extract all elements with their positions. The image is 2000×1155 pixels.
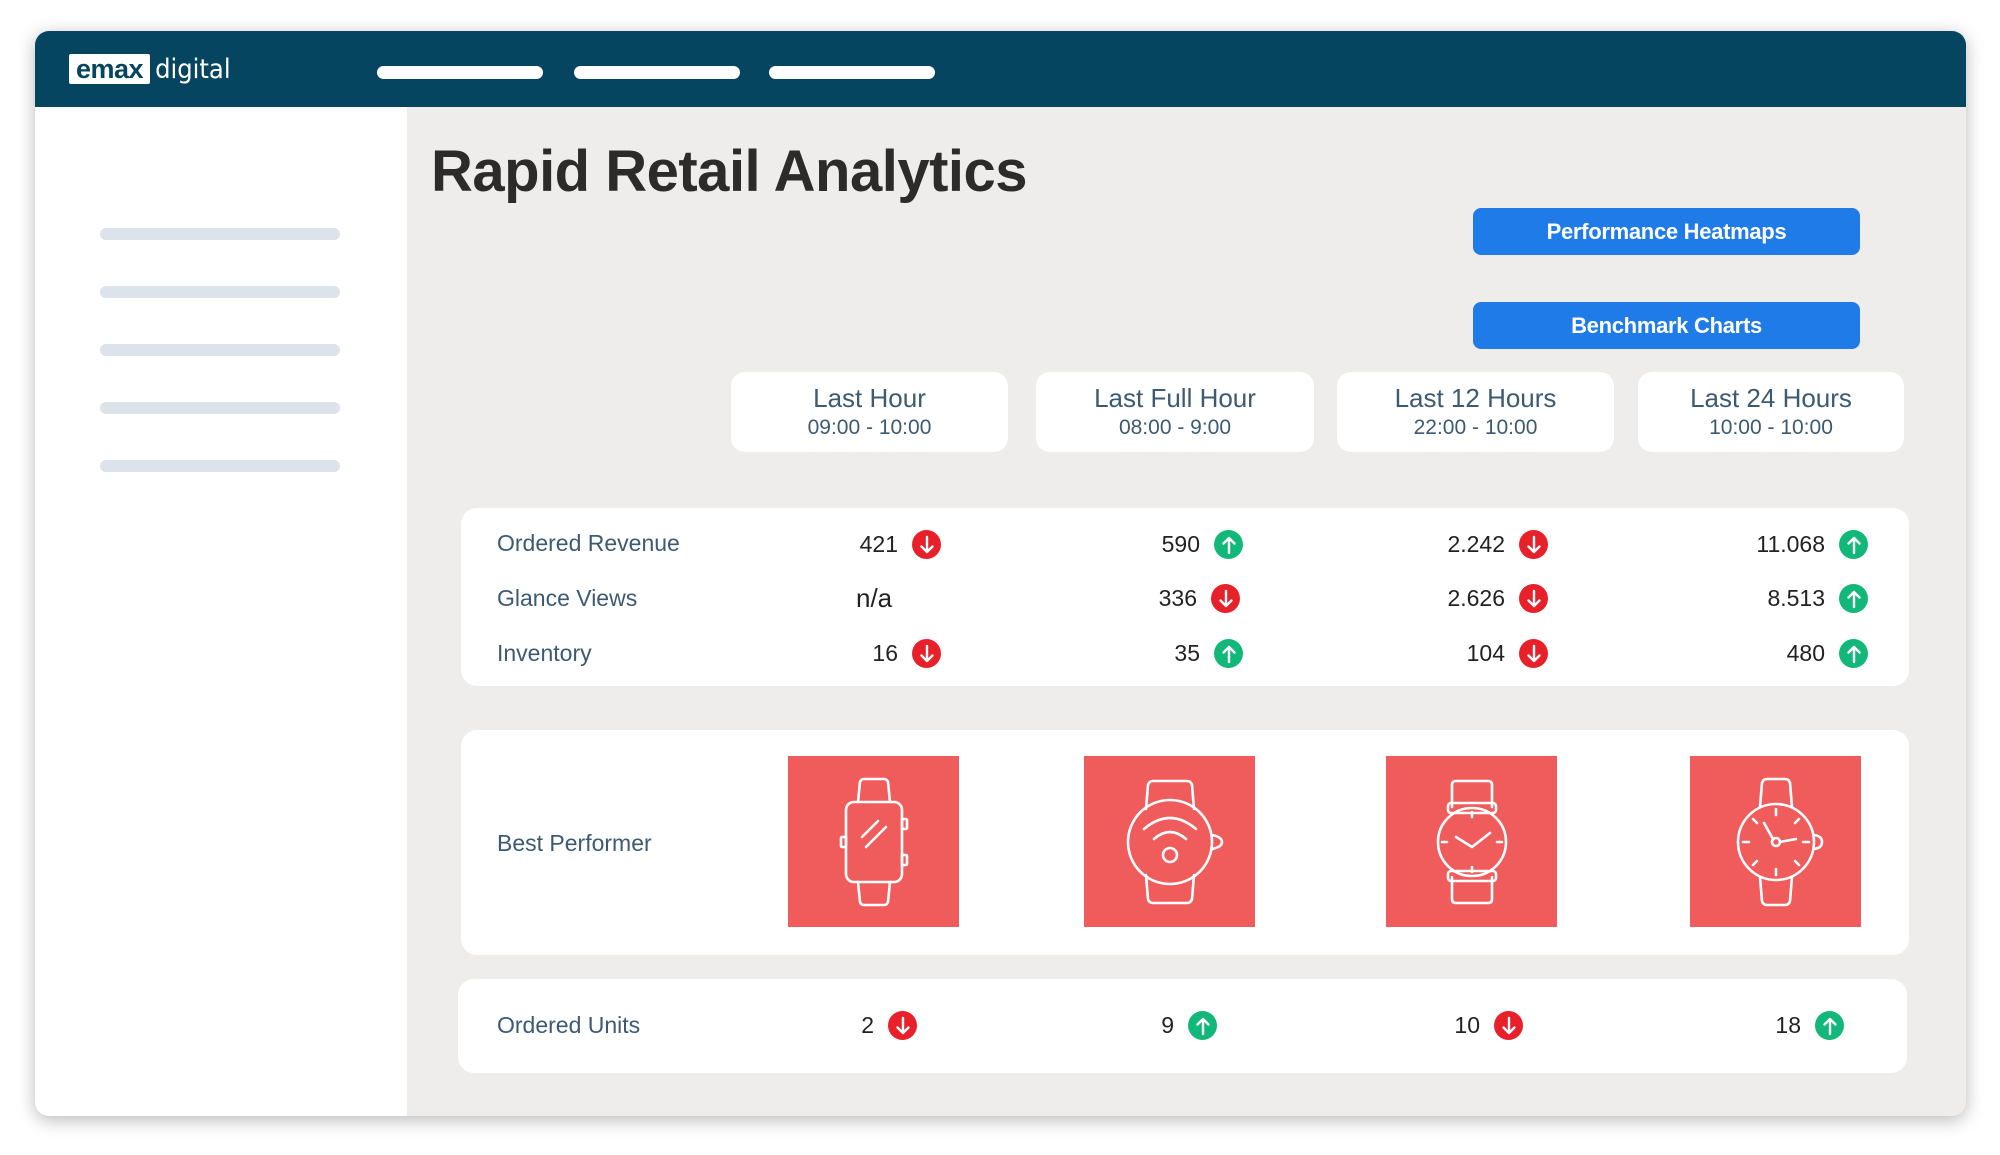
ordered-units-last-full-hour: 9 xyxy=(1086,1011,1217,1040)
row-label-best-performer: Best Performer xyxy=(497,830,652,856)
metric-value: 336 xyxy=(1158,585,1197,611)
metric-value: 2.242 xyxy=(1447,531,1505,557)
metric-value: 2 xyxy=(861,1012,874,1038)
metric-value: 9 xyxy=(1161,1012,1174,1038)
ordered-revenue-last-full-hour: 590 xyxy=(1112,530,1243,559)
ordered-revenue-last-24-hours: 11.068 xyxy=(1737,530,1868,559)
classic-watch-icon[interactable] xyxy=(1690,756,1861,927)
logo-secondary: digital xyxy=(155,53,231,85)
trend-down-icon xyxy=(1211,584,1240,613)
trend-up-icon xyxy=(1839,530,1868,559)
trend-down-icon xyxy=(1519,584,1548,613)
row-label-ordered-units: Ordered Units xyxy=(497,1012,641,1038)
trend-up-icon xyxy=(1839,639,1868,668)
ordered-revenue-last-hour: 421 xyxy=(810,530,941,559)
analog-watch-icon[interactable] xyxy=(1386,756,1557,927)
column-header-range: 09:00 - 10:00 xyxy=(807,416,932,439)
metric-value: 2.626 xyxy=(1447,585,1505,611)
metric-value: 10 xyxy=(1454,1012,1480,1038)
sidebar-item-5[interactable] xyxy=(100,460,340,472)
logo-primary: emax xyxy=(69,54,151,84)
inventory-last-hour: 16 xyxy=(810,639,941,668)
row-label-ordered-revenue: Ordered Revenue xyxy=(497,530,680,556)
trend-up-icon xyxy=(1188,1011,1217,1040)
trend-up-icon xyxy=(1839,584,1868,613)
top-navbar: emax digital xyxy=(35,31,1966,107)
trend-down-icon xyxy=(1519,639,1548,668)
column-header-last-24-hours[interactable]: Last 24 Hours 10:00 - 10:00 xyxy=(1638,372,1904,452)
trend-up-icon xyxy=(1214,639,1243,668)
ordered-units-card xyxy=(458,979,1907,1073)
column-header-label: Last 12 Hours xyxy=(1394,383,1557,413)
column-header-last-full-hour[interactable]: Last Full Hour 08:00 - 9:00 xyxy=(1036,372,1314,452)
column-header-last-hour[interactable]: Last Hour 09:00 - 10:00 xyxy=(731,372,1008,452)
glance-views-last-full-hour: 336 xyxy=(1109,584,1240,613)
nav-item-1[interactable] xyxy=(377,66,543,79)
glance-views-last-hour: n/a xyxy=(856,583,893,613)
metric-value: 590 xyxy=(1161,531,1200,557)
trend-up-icon xyxy=(1815,1011,1844,1040)
trend-down-icon xyxy=(888,1011,917,1040)
ordered-units-last-hour: 2 xyxy=(786,1011,917,1040)
column-header-label: Last 24 Hours xyxy=(1690,383,1852,413)
row-label-glance-views: Glance Views xyxy=(497,585,638,611)
sidebar xyxy=(35,107,407,1116)
fitness-watch-icon[interactable] xyxy=(1084,756,1255,927)
ordered-units-last-12-hours: 10 xyxy=(1392,1011,1523,1040)
sidebar-item-1[interactable] xyxy=(100,228,340,240)
row-label-inventory: Inventory xyxy=(497,640,592,666)
metric-value: 8.513 xyxy=(1767,585,1825,611)
column-header-last-12-hours[interactable]: Last 12 Hours 22:00 - 10:00 xyxy=(1337,372,1614,452)
inventory-last-12-hours: 104 xyxy=(1417,639,1548,668)
metrics-card xyxy=(461,508,1909,686)
column-header-range: 22:00 - 10:00 xyxy=(1413,416,1538,439)
trend-down-icon xyxy=(1519,530,1548,559)
ordered-revenue-last-12-hours: 2.242 xyxy=(1417,530,1548,559)
trend-down-icon xyxy=(1494,1011,1523,1040)
ordered-units-last-24-hours: 18 xyxy=(1713,1011,1844,1040)
trend-up-icon xyxy=(1214,530,1243,559)
benchmark-charts-button[interactable]: Benchmark Charts xyxy=(1473,302,1860,349)
column-header-range: 10:00 - 10:00 xyxy=(1709,416,1833,439)
nav-item-3[interactable] xyxy=(769,66,935,79)
inventory-last-24-hours: 480 xyxy=(1737,639,1868,668)
metric-value: 35 xyxy=(1174,640,1200,666)
glance-views-last-12-hours: 2.626 xyxy=(1417,584,1548,613)
column-header-label: Last Hour xyxy=(813,383,926,413)
nav-item-2[interactable] xyxy=(574,66,740,79)
sidebar-item-4[interactable] xyxy=(100,402,340,414)
inventory-last-full-hour: 35 xyxy=(1112,639,1243,668)
metric-value: 480 xyxy=(1786,640,1825,666)
page-title: Rapid Retail Analytics xyxy=(431,139,1028,204)
trend-down-icon xyxy=(912,530,941,559)
smartwatch-icon[interactable] xyxy=(788,756,959,927)
metric-value: 104 xyxy=(1466,640,1505,666)
performance-heatmaps-button[interactable]: Performance Heatmaps xyxy=(1473,208,1860,255)
metric-value: 18 xyxy=(1775,1012,1801,1038)
metric-value: 421 xyxy=(859,531,898,557)
sidebar-item-3[interactable] xyxy=(100,344,340,356)
metric-value: 16 xyxy=(872,640,898,666)
metric-value: 11.068 xyxy=(1756,531,1825,557)
glance-views-last-24-hours: 8.513 xyxy=(1737,584,1868,613)
column-header-range: 08:00 - 9:00 xyxy=(1118,416,1232,439)
emax-digital-logo[interactable]: emax digital xyxy=(69,53,231,85)
sidebar-item-2[interactable] xyxy=(100,286,340,298)
trend-down-icon xyxy=(912,639,941,668)
column-header-label: Last Full Hour xyxy=(1094,383,1256,413)
